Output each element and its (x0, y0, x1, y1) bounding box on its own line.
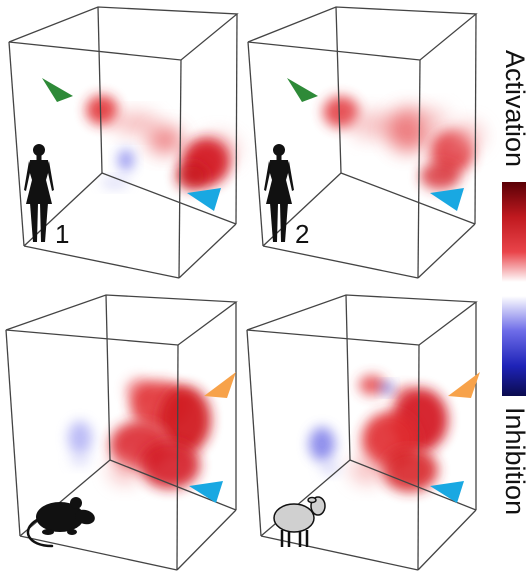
panel-sheep (246, 294, 480, 571)
blue-arrow-marker (430, 188, 464, 211)
brain-volume-box (8, 6, 239, 279)
orange-arrow-marker (448, 372, 480, 398)
panel-mouse (5, 294, 238, 571)
activation-blobs (109, 378, 211, 489)
inhibition-blobs (101, 149, 134, 188)
blue-arrow-marker (430, 481, 464, 503)
inhibition-blobs (68, 421, 92, 466)
sheep-icon (273, 496, 326, 547)
panel-number-2: 2 (295, 219, 310, 249)
orange-arrow-marker (204, 372, 236, 398)
activation-blobs (86, 95, 238, 190)
panel-human-2 (247, 6, 484, 279)
activation-blobs (350, 375, 448, 492)
human-female-icon (24, 144, 54, 242)
activation-scale (502, 182, 526, 282)
activation-label: Activation (500, 50, 530, 168)
green-arrow-marker (42, 78, 73, 102)
inhibition-blobs (309, 383, 393, 474)
blue-arrow-marker (187, 188, 221, 211)
inhibition-label: Inhibition (500, 407, 530, 516)
human-female-icon (264, 144, 294, 242)
panel-number-1: 1 (55, 219, 70, 249)
brain-volume-box (246, 294, 478, 571)
panel-human-1 (8, 6, 239, 279)
blue-arrow-marker (189, 481, 223, 503)
inhibition-scale (502, 296, 526, 396)
mouse-icon (26, 497, 95, 548)
colorbar (502, 182, 526, 396)
green-arrow-marker (287, 78, 318, 102)
